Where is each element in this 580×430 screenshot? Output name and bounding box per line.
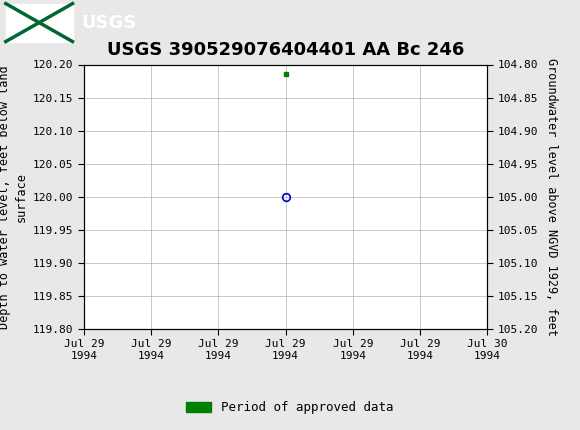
Bar [6, 3, 72, 42]
Y-axis label: Depth to water level, feet below land
surface: Depth to water level, feet below land su… [0, 65, 28, 329]
Y-axis label: Groundwater level above NGVD 1929, feet: Groundwater level above NGVD 1929, feet [545, 58, 557, 336]
Text: USGS: USGS [81, 14, 136, 31]
Title: USGS 390529076404401 AA Bc 246: USGS 390529076404401 AA Bc 246 [107, 41, 465, 59]
Legend: Period of approved data: Period of approved data [181, 396, 399, 419]
